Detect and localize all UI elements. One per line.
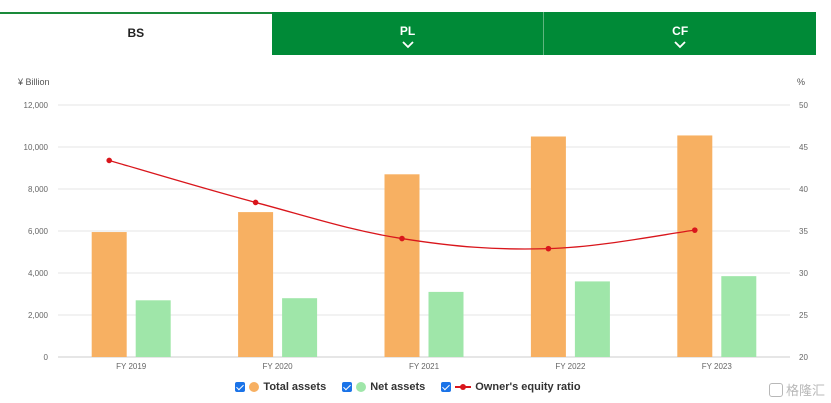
bar-net-assets — [135, 300, 171, 357]
bar-net-assets — [428, 291, 464, 357]
bar-total-assets — [384, 174, 420, 357]
x-tick-label: FY 2019 — [116, 362, 147, 371]
legend: Total assets Net assets Owner's equity r… — [0, 381, 816, 393]
checkbox-icon[interactable] — [342, 382, 353, 392]
x-tick-label: FY 2023 — [702, 362, 733, 371]
chevron-down-icon — [674, 41, 686, 49]
watermark-logo: 格隆汇 — [768, 380, 825, 399]
net-assets-swatch — [356, 382, 367, 392]
equity-ratio-point — [399, 235, 405, 242]
gridlines — [58, 104, 790, 358]
left-tick-label: 12,000 — [24, 101, 49, 110]
bar-net-assets — [574, 281, 610, 357]
x-tick-label: FY 2020 — [263, 362, 294, 371]
legend-net-assets-label: Net assets — [370, 381, 426, 393]
bar-net-assets — [721, 276, 757, 357]
right-tick-label: 40 — [799, 185, 808, 194]
left-tick-label: 4,000 — [28, 269, 49, 278]
bar-total-assets — [677, 135, 713, 357]
tab-bs[interactable]: BS — [0, 12, 272, 55]
x-axis-labels: FY 2019 FY 2020 FY 2021 FY 2022 FY 2023 — [116, 362, 732, 371]
legend-net-assets[interactable]: Net assets — [342, 381, 425, 393]
left-tick-label: 2,000 — [28, 311, 49, 320]
equity-ratio-line — [106, 157, 698, 252]
equity-ratio-point — [106, 157, 112, 164]
tab-pl-label: PL — [399, 24, 416, 38]
legend-total-assets-label: Total assets — [263, 381, 327, 393]
bar-total-assets — [238, 212, 274, 357]
tab-cf-label: CF — [672, 24, 689, 38]
total-assets-swatch — [249, 382, 260, 392]
left-axis-ticks: 0 2,000 4,000 6,000 8,000 10,000 12,000 — [24, 101, 49, 362]
x-tick-label: FY 2022 — [555, 362, 586, 371]
right-tick-label: 50 — [799, 101, 808, 110]
bars — [91, 135, 757, 357]
equity-ratio-point — [545, 245, 552, 252]
x-tick-label: FY 2021 — [409, 362, 440, 371]
right-tick-label: 20 — [799, 353, 808, 362]
tab-bs-label: BS — [127, 26, 145, 40]
tab-pl[interactable]: PL — [271, 12, 544, 55]
right-tick-label: 35 — [799, 227, 808, 236]
checkbox-icon[interactable] — [441, 382, 452, 392]
equity-ratio-swatch — [455, 382, 472, 392]
left-tick-label: 0 — [44, 353, 49, 362]
right-tick-label: 25 — [799, 311, 808, 320]
legend-total-assets[interactable]: Total assets — [235, 381, 326, 393]
left-axis-unit: ¥ Billion — [17, 77, 50, 87]
left-tick-label: 10,000 — [24, 143, 49, 152]
right-axis-ticks: 20 25 30 35 40 45 50 — [799, 101, 808, 362]
tab-cf[interactable]: CF — [543, 12, 817, 55]
statement-tabs: BS PL CF — [0, 12, 817, 55]
legend-equity-ratio-label: Owner's equity ratio — [475, 381, 581, 393]
watermark-icon — [768, 382, 783, 397]
watermark-text: 格隆汇 — [785, 383, 825, 398]
chevron-down-icon — [401, 41, 414, 49]
legend-equity-ratio[interactable]: Owner's equity ratio — [441, 381, 581, 393]
equity-ratio-point — [252, 199, 259, 206]
left-tick-label: 8,000 — [28, 185, 49, 194]
bar-net-assets — [282, 298, 318, 357]
right-tick-label: 45 — [799, 143, 808, 152]
right-tick-label: 30 — [799, 269, 808, 278]
left-tick-label: 6,000 — [28, 227, 49, 236]
checkbox-icon[interactable] — [235, 382, 246, 392]
equity-ratio-point — [692, 227, 698, 233]
bar-total-assets — [91, 232, 127, 357]
right-axis-unit: % — [797, 77, 805, 87]
balance-sheet-chart: ¥ Billion % 0 2,000 4,000 6,000 8,000 10,000 1… — [17, 77, 808, 371]
